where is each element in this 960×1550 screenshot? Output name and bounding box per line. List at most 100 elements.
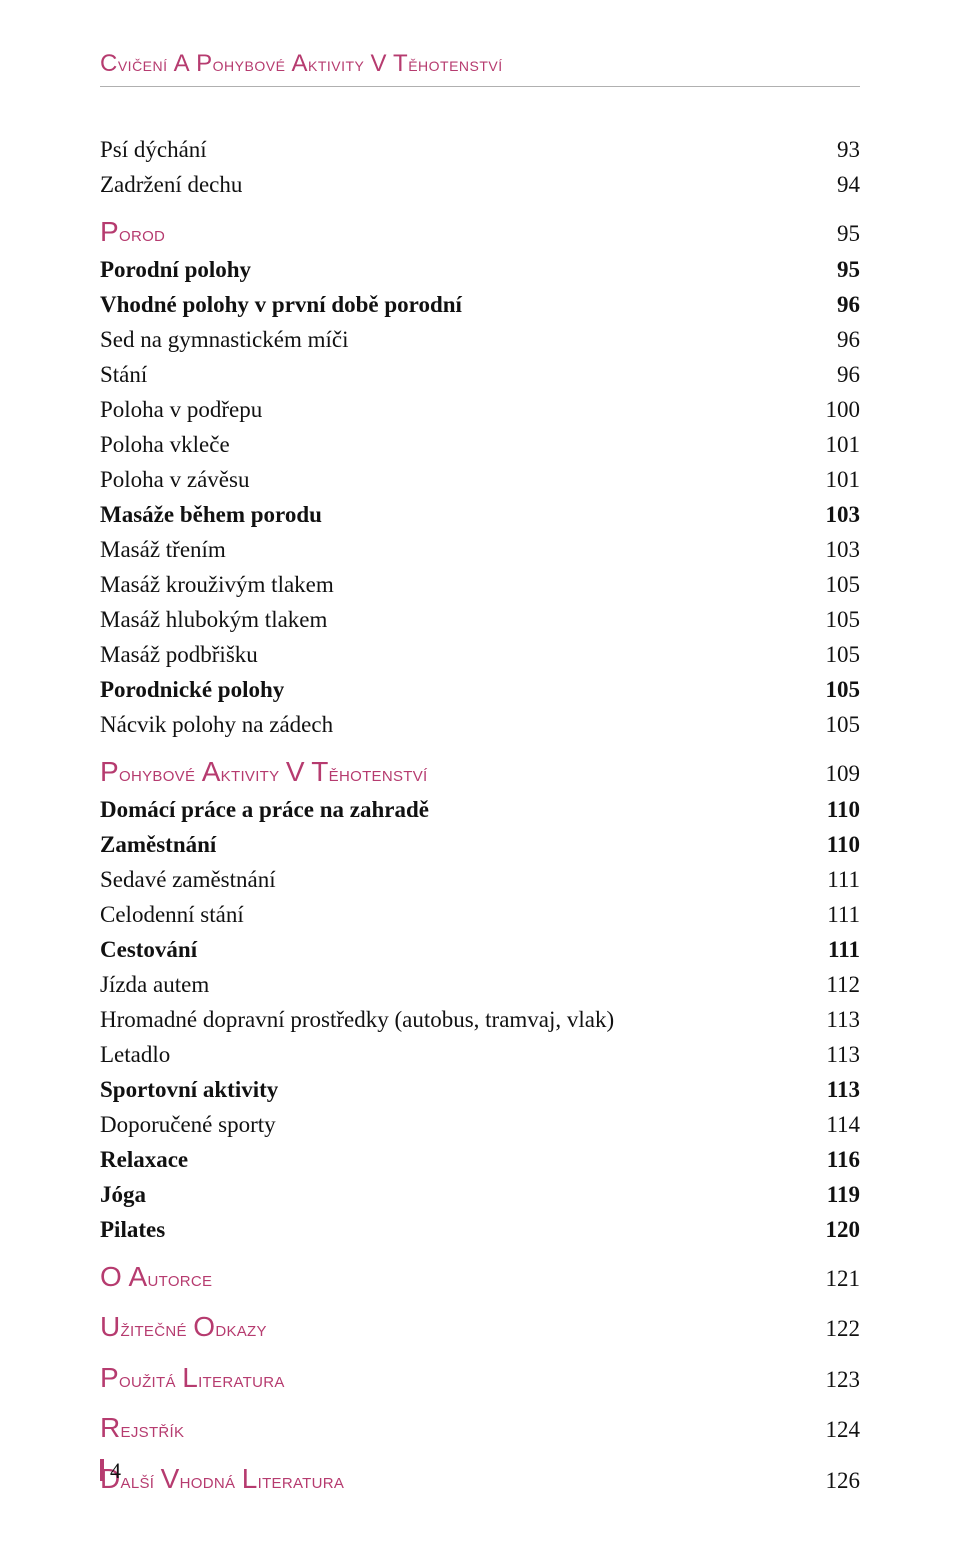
toc-line: Masáž třením103 <box>100 533 860 568</box>
toc-line: Sportovní aktivity113 <box>100 1073 860 1108</box>
toc-label: Porodní polohy <box>100 253 817 288</box>
toc-page: 121 <box>806 1262 861 1297</box>
toc-line: Vhodné polohy v první době porodní96 <box>100 288 860 323</box>
toc-page: 105 <box>806 603 861 638</box>
toc-page: 96 <box>817 358 860 393</box>
toc-label: Relaxace <box>100 1143 807 1178</box>
toc-line: Masáže během porodu103 <box>100 498 860 533</box>
toc-line: Psí dýchání93 <box>100 133 860 168</box>
toc-label: Poloha v závěsu <box>100 463 806 498</box>
toc-page: 110 <box>807 793 860 828</box>
toc-page: 113 <box>807 1073 860 1108</box>
toc-line: O Autorce121 <box>100 1256 860 1299</box>
toc-label: Domácí práce a práce na zahradě <box>100 793 807 828</box>
toc-page: 110 <box>807 828 860 863</box>
toc-page: 105 <box>806 708 861 743</box>
toc-line: Porod95 <box>100 211 860 254</box>
toc-page: 103 <box>806 498 861 533</box>
toc-page: 111 <box>807 898 860 933</box>
toc-label: Porod <box>100 211 817 254</box>
toc-line: Masáž krouživým tlakem105 <box>100 568 860 603</box>
toc-line: Sedavé zaměstnání111 <box>100 863 860 898</box>
toc-line: Cestování111 <box>100 933 860 968</box>
toc-line: Sed na gymnastickém míči96 <box>100 323 860 358</box>
toc-page: 95 <box>817 217 860 252</box>
toc-line: Masáž podbřišku105 <box>100 638 860 673</box>
toc-page: 111 <box>807 863 860 898</box>
toc-label: Pilates <box>100 1213 806 1248</box>
toc-page: 105 <box>806 673 861 708</box>
toc-line: Pilates120 <box>100 1213 860 1248</box>
toc-line: Jóga119 <box>100 1178 860 1213</box>
toc-page: 116 <box>807 1143 860 1178</box>
toc-label: Vhodné polohy v první době porodní <box>100 288 817 323</box>
toc-page: 94 <box>817 168 860 203</box>
toc-page: 124 <box>806 1413 861 1448</box>
toc-page: 96 <box>817 323 860 358</box>
toc-label: Masáž podbřišku <box>100 638 806 673</box>
toc-label: Celodenní stání <box>100 898 807 933</box>
toc-page: 109 <box>806 757 861 792</box>
toc-line: Poloha vkleče101 <box>100 428 860 463</box>
running-header: Cvičení A Pohybové Aktivity V Těhotenstv… <box>100 50 860 87</box>
table-of-contents: Psí dýchání93Zadržení dechu94Porod95Poro… <box>100 133 860 1500</box>
toc-line: Poloha v závěsu101 <box>100 463 860 498</box>
toc-line: Doporučené sporty114 <box>100 1108 860 1143</box>
page-number: 4 <box>100 1458 121 1484</box>
toc-label: Masáže během porodu <box>100 498 806 533</box>
toc-line: Rejstřík124 <box>100 1407 860 1450</box>
toc-page: 101 <box>806 463 861 498</box>
toc-page: 95 <box>817 253 860 288</box>
toc-label: Rejstřík <box>100 1407 806 1450</box>
toc-line: Zadržení dechu94 <box>100 168 860 203</box>
toc-label: Porodnické polohy <box>100 673 806 708</box>
toc-line: Pohybové Aktivity V Těhotenství109 <box>100 751 860 794</box>
toc-label: Hromadné dopravní prostředky (autobus, t… <box>100 1003 806 1038</box>
toc-page: 103 <box>806 533 861 568</box>
toc-line: Porodnické polohy105 <box>100 673 860 708</box>
toc-label: Masáž krouživým tlakem <box>100 568 806 603</box>
toc-page: 113 <box>806 1003 860 1038</box>
toc-line: Nácvik polohy na zádech105 <box>100 708 860 743</box>
toc-page: 93 <box>817 133 860 168</box>
toc-label: Jóga <box>100 1178 807 1213</box>
toc-line: Použitá Literatura123 <box>100 1357 860 1400</box>
toc-page: 100 <box>806 393 861 428</box>
toc-line: Celodenní stání111 <box>100 898 860 933</box>
toc-page: 105 <box>806 568 861 603</box>
toc-page: 112 <box>806 968 860 1003</box>
toc-page: 96 <box>817 288 860 323</box>
toc-label: Psí dýchání <box>100 133 817 168</box>
toc-label: Sed na gymnastickém míči <box>100 323 817 358</box>
page-content: Cvičení A Pohybové Aktivity V Těhotenstv… <box>0 0 960 1550</box>
toc-label: Pohybové Aktivity V Těhotenství <box>100 751 806 794</box>
toc-label: Sportovní aktivity <box>100 1073 807 1108</box>
toc-page: 114 <box>806 1108 860 1143</box>
toc-label: O Autorce <box>100 1256 806 1299</box>
toc-label: Nácvik polohy na zádech <box>100 708 806 743</box>
toc-line: Relaxace116 <box>100 1143 860 1178</box>
toc-page: 113 <box>806 1038 860 1073</box>
toc-line: Domácí práce a práce na zahradě110 <box>100 793 860 828</box>
toc-line: Zaměstnání110 <box>100 828 860 863</box>
page-number-bar-icon <box>100 1459 104 1481</box>
toc-line: Jízda autem112 <box>100 968 860 1003</box>
toc-label: Masáž třením <box>100 533 806 568</box>
toc-line: Hromadné dopravní prostředky (autobus, t… <box>100 1003 860 1038</box>
toc-page: 101 <box>806 428 861 463</box>
toc-label: Masáž hlubokým tlakem <box>100 603 806 638</box>
toc-page: 111 <box>808 933 860 968</box>
toc-page: 123 <box>806 1363 861 1398</box>
toc-label: Jízda autem <box>100 968 806 1003</box>
toc-line: Stání96 <box>100 358 860 393</box>
toc-label: Poloha v podřepu <box>100 393 806 428</box>
page-number-value: 4 <box>110 1458 121 1483</box>
toc-label: Užitečné Odkazy <box>100 1306 806 1349</box>
toc-line: Užitečné Odkazy122 <box>100 1306 860 1349</box>
toc-label: Cestování <box>100 933 808 968</box>
toc-label: Zaměstnání <box>100 828 807 863</box>
toc-line: Letadlo113 <box>100 1038 860 1073</box>
toc-line: Poloha v podřepu100 <box>100 393 860 428</box>
toc-page: 105 <box>806 638 861 673</box>
toc-label: Doporučené sporty <box>100 1108 806 1143</box>
